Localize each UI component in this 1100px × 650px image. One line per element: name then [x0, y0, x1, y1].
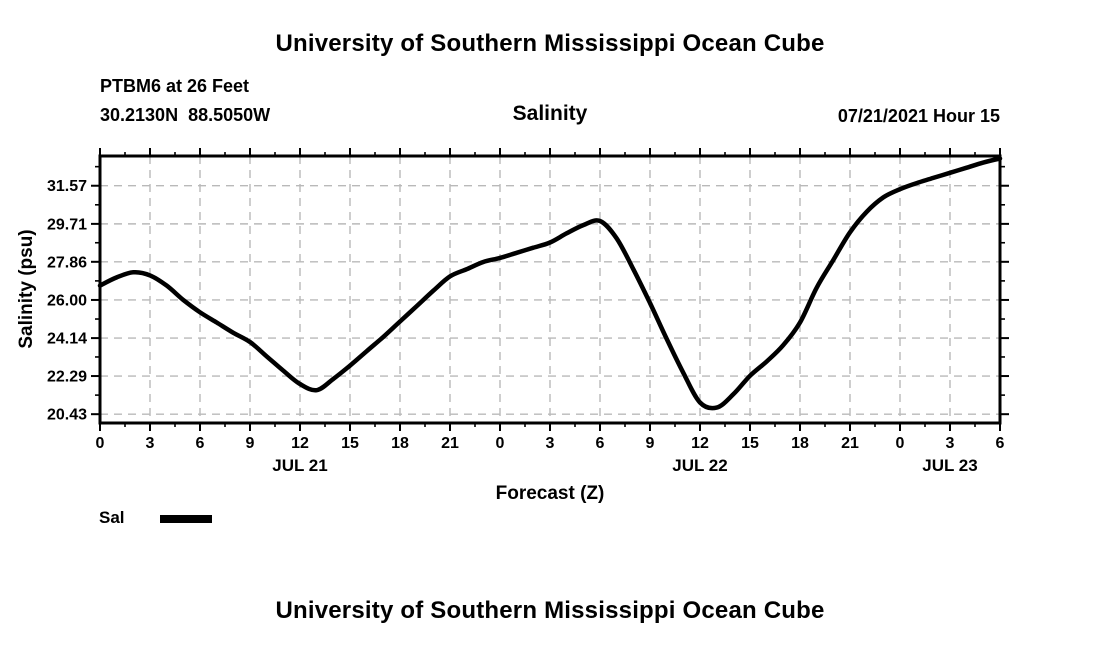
salinity-curve: [97, 156, 1003, 411]
page-title: University of Southern Mississippi Ocean…: [275, 30, 825, 57]
y-tick-label: 31.57: [47, 178, 87, 195]
station-depth-label: PTBM6 at 26 Feet: [100, 76, 250, 96]
footer-title: University of Southern Mississippi Ocean…: [275, 597, 825, 624]
y-tick-label: 20.43: [47, 407, 87, 424]
y-tick-label: 22.29: [47, 369, 87, 386]
x-tick-label: 0: [496, 435, 505, 452]
x-tick-label: 21: [841, 435, 859, 452]
y-tick-label: 29.71: [47, 216, 87, 233]
forecast-run-time: 07/21/2021 Hour 15: [837, 106, 1000, 126]
x-tick-label: 0: [896, 435, 905, 452]
x-axis-label: Forecast (Z): [495, 483, 605, 504]
x-tick-label: 9: [646, 435, 655, 452]
x-tick-label: 18: [391, 435, 409, 452]
x-tick-label: 15: [341, 435, 359, 452]
x-tick-label: 12: [291, 435, 309, 452]
x-tick-label: 6: [996, 435, 1005, 452]
legend-line-swatch: [160, 515, 212, 523]
y-tick-label: 27.86: [47, 254, 87, 271]
y-tick-label: 26.00: [47, 292, 87, 309]
x-tick-label: 6: [596, 435, 605, 452]
x-tick-label: 21: [441, 435, 459, 452]
y-tick-label: 24.14: [47, 331, 87, 348]
x-tick-label: 3: [146, 435, 155, 452]
x-tick-label: 18: [791, 435, 809, 452]
x-tick-label: 6: [196, 435, 205, 452]
day-label: JUL 21: [272, 456, 327, 475]
station-coordinates: 30.2130N 88.5050W: [100, 105, 271, 125]
plot-title: Salinity: [512, 102, 588, 125]
day-label: JUL 23: [922, 456, 977, 475]
x-tick-label: 3: [546, 435, 555, 452]
y-axis-label: Salinity (psu): [16, 229, 37, 349]
x-tick-label: 0: [96, 435, 105, 452]
x-tick-label: 9: [246, 435, 255, 452]
day-label: JUL 22: [672, 456, 727, 475]
x-tick-label: 15: [741, 435, 759, 452]
x-tick-label: 3: [946, 435, 955, 452]
x-tick-label: 12: [691, 435, 709, 452]
plot-frame: [98, 154, 1002, 425]
legend-series-label: Sal: [99, 508, 125, 527]
